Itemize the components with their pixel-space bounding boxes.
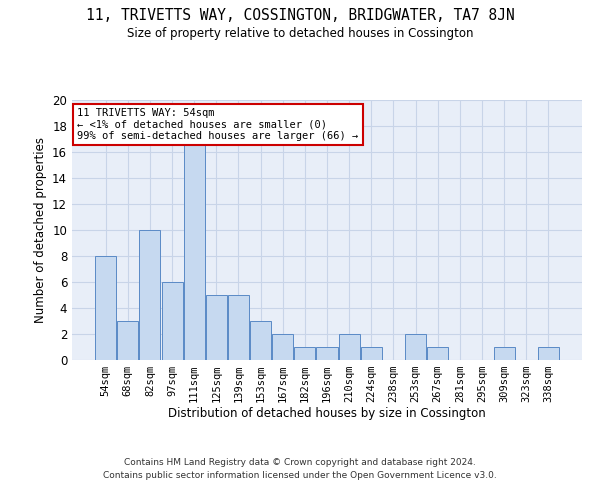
- Text: 11 TRIVETTS WAY: 54sqm
← <1% of detached houses are smaller (0)
99% of semi-deta: 11 TRIVETTS WAY: 54sqm ← <1% of detached…: [77, 108, 358, 141]
- Bar: [161, 282, 182, 360]
- Y-axis label: Number of detached properties: Number of detached properties: [34, 137, 47, 323]
- Text: Contains HM Land Registry data © Crown copyright and database right 2024.
Contai: Contains HM Land Registry data © Crown c…: [103, 458, 497, 480]
- Bar: [228, 295, 249, 360]
- Bar: [316, 347, 338, 360]
- Bar: [206, 295, 227, 360]
- Text: 11, TRIVETTS WAY, COSSINGTON, BRIDGWATER, TA7 8JN: 11, TRIVETTS WAY, COSSINGTON, BRIDGWATER…: [86, 8, 514, 22]
- Bar: [184, 139, 205, 360]
- Bar: [118, 321, 139, 360]
- Bar: [361, 347, 382, 360]
- Text: Distribution of detached houses by size in Cossington: Distribution of detached houses by size …: [168, 408, 486, 420]
- Bar: [295, 347, 316, 360]
- Bar: [250, 321, 271, 360]
- Bar: [95, 256, 116, 360]
- Text: Size of property relative to detached houses in Cossington: Size of property relative to detached ho…: [127, 28, 473, 40]
- Bar: [494, 347, 515, 360]
- Bar: [338, 334, 359, 360]
- Bar: [405, 334, 426, 360]
- Bar: [272, 334, 293, 360]
- Bar: [427, 347, 448, 360]
- Bar: [139, 230, 160, 360]
- Bar: [538, 347, 559, 360]
